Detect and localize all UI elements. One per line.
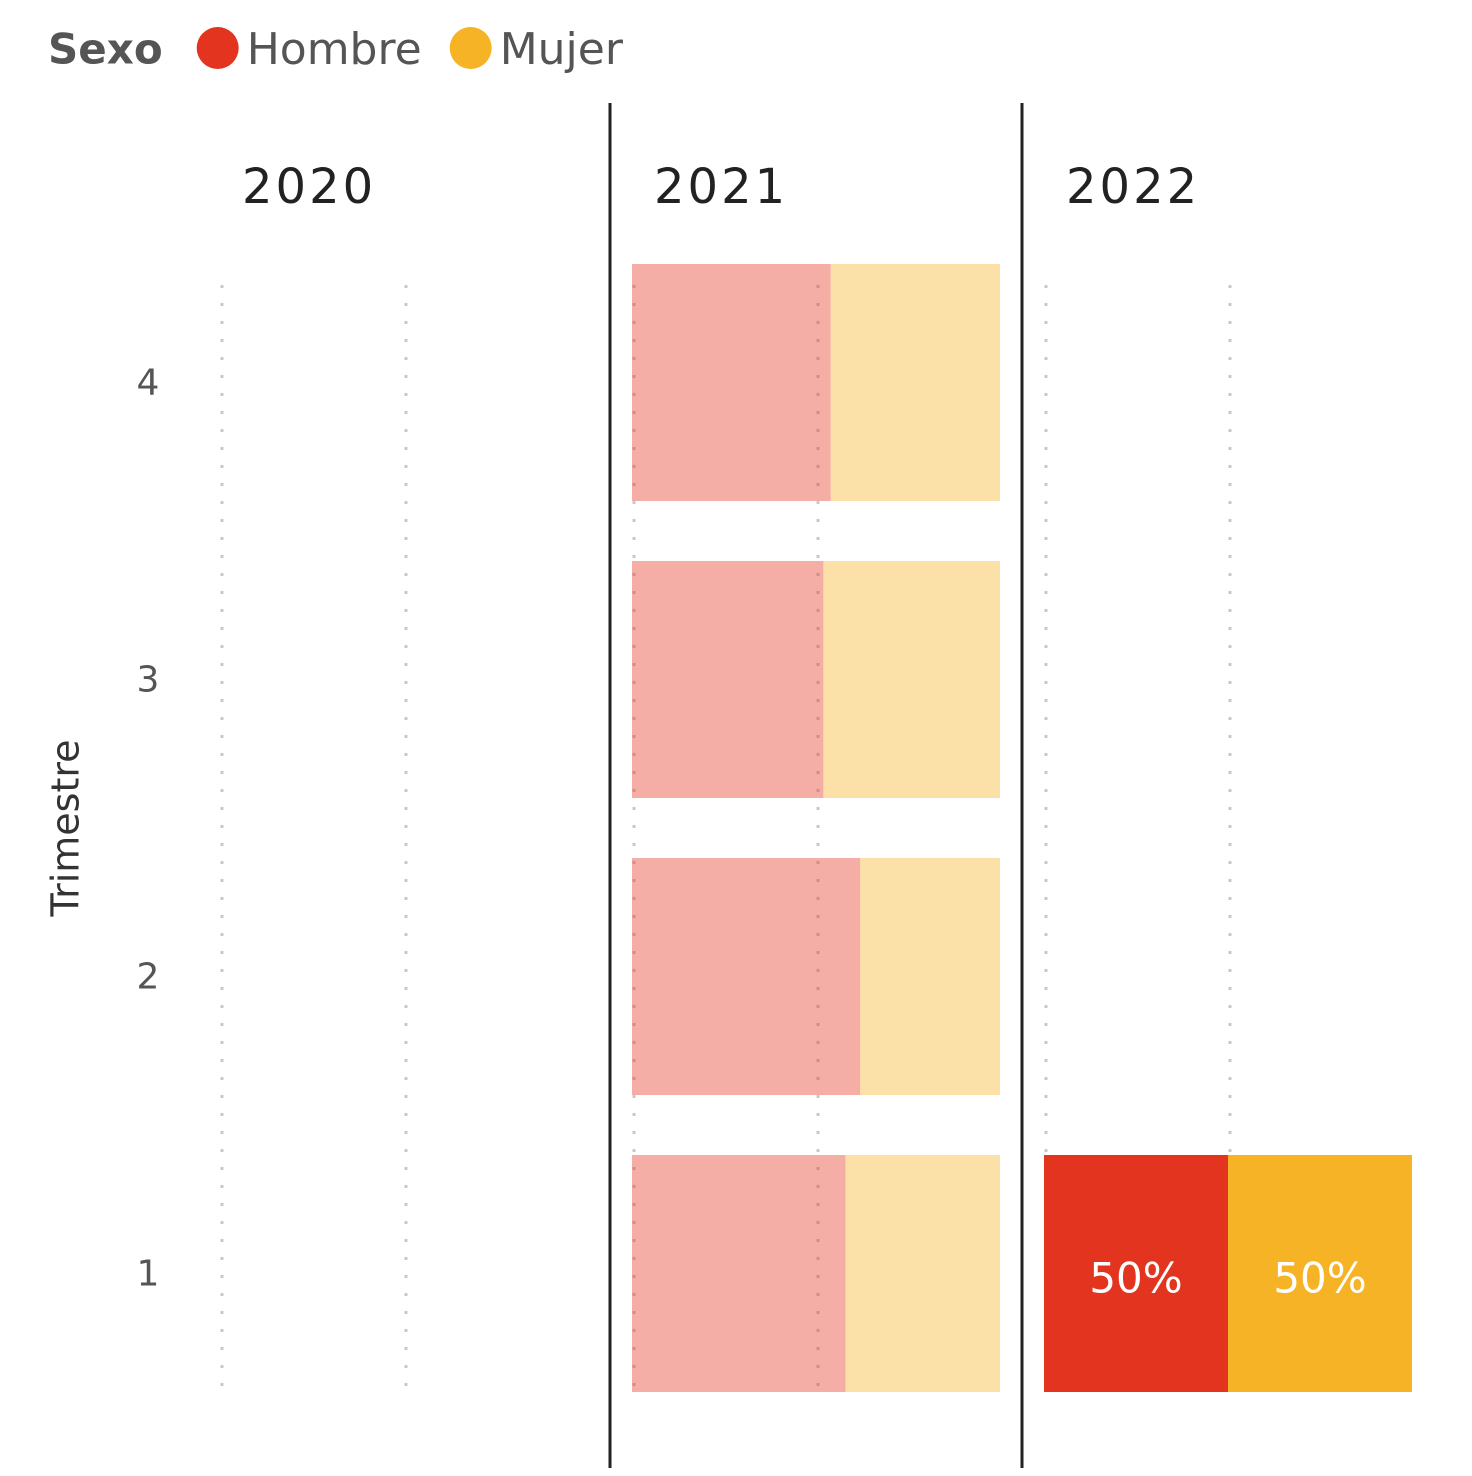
facet-title: 2021 <box>654 159 788 215</box>
legend-swatch <box>196 27 239 69</box>
data-label: 50% <box>1273 1254 1366 1303</box>
legend-label: Mujer <box>500 24 624 75</box>
bar <box>845 1155 1000 1392</box>
data-label: 50% <box>1089 1254 1182 1303</box>
y-axis-label: Trimestre <box>44 739 88 917</box>
y-tick-label: 2 <box>137 957 160 998</box>
bar <box>823 561 1000 798</box>
bar <box>1044 1155 1228 1392</box>
facet-title: 2022 <box>1066 159 1200 215</box>
bar <box>860 858 1000 1095</box>
bar <box>632 264 831 501</box>
y-tick-label: 1 <box>137 1254 160 1295</box>
bar <box>632 561 824 798</box>
legend-swatch <box>449 27 492 69</box>
y-tick-label: 3 <box>137 660 160 701</box>
bar <box>830 264 1000 501</box>
bar <box>632 1155 846 1392</box>
legend-title: Sexo <box>48 25 163 74</box>
y-tick-label: 4 <box>137 363 160 404</box>
bar <box>1228 1155 1412 1392</box>
bar <box>632 858 861 1095</box>
facet-title: 2020 <box>242 159 376 215</box>
legend-label: Hombre <box>247 24 422 75</box>
